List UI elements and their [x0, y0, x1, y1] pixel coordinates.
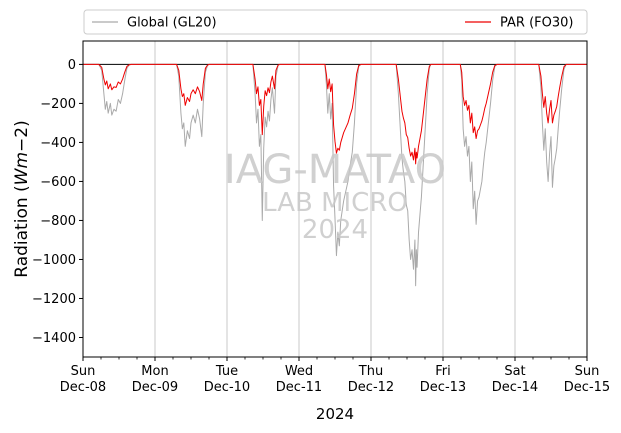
x-tick-date-6: Dec-14 [492, 380, 538, 395]
x-tick-weekday-0: Sun [71, 364, 96, 379]
watermark: IAG-MATAO LAB MICRO 2024 [224, 147, 446, 245]
legend-label-par: PAR (FO30) [500, 16, 573, 31]
vertical-grid [154, 41, 516, 357]
y-tick-label-5: −1000 [32, 253, 76, 268]
x-tick-date-5: Dec-13 [420, 380, 466, 395]
x-tick-weekday-3: Wed [285, 364, 313, 379]
x-tick-date-0: Dec-08 [60, 380, 106, 395]
x-tick-weekday-1: Mon [141, 364, 168, 379]
x-axis-label: 2024 [316, 405, 354, 423]
y-tick-label-3: −600 [40, 175, 76, 190]
x-tick-date-7: Dec-15 [564, 380, 610, 395]
y-axis-label-unit: Wm [12, 152, 32, 185]
series-line-par [83, 63, 587, 165]
watermark-line-1: IAG-MATAO [224, 147, 446, 193]
y-axis-label-tail: −2) [12, 120, 32, 152]
x-tick-weekday-6: Sat [504, 364, 525, 379]
y-tick-label-0: 0 [68, 58, 76, 73]
x-tick-date-1: Dec-09 [132, 380, 178, 395]
y-axis: 0 −200 −400 −600 −800 −1000 −1200 −1400 [32, 58, 83, 346]
legend-frame [83, 9, 588, 35]
y-axis-label: Radiation (Wm−2) [12, 120, 32, 277]
watermark-line-3: 2024 [302, 215, 368, 245]
x-tick-date-3: Dec-11 [276, 380, 322, 395]
legend: Global (GL20) PAR (FO30) [83, 9, 588, 35]
watermark-line-2: LAB MICRO [262, 188, 408, 218]
x-tick-date-4: Dec-12 [348, 380, 394, 395]
x-tick-date-2: Dec-10 [204, 380, 250, 395]
y-tick-label-7: −1400 [32, 331, 76, 346]
x-tick-weekday-7: Sun [575, 364, 600, 379]
x-axis: SunDec-08MonDec-09TueDec-10WedDec-11ThuD… [60, 357, 610, 395]
legend-label-global: Global (GL20) [127, 16, 217, 31]
y-tick-label-4: −800 [40, 214, 76, 229]
y-tick-label-2: −400 [40, 136, 76, 151]
x-tick-weekday-4: Thu [358, 364, 383, 379]
y-axis-label-main: Radiation ( [12, 185, 32, 277]
series-line-global [83, 63, 587, 287]
y-tick-label-6: −1200 [32, 292, 76, 307]
x-tick-weekday-2: Tue [215, 364, 238, 379]
y-tick-label-1: −200 [40, 97, 76, 112]
x-tick-weekday-5: Fri [435, 364, 451, 379]
series-layer [83, 63, 587, 287]
